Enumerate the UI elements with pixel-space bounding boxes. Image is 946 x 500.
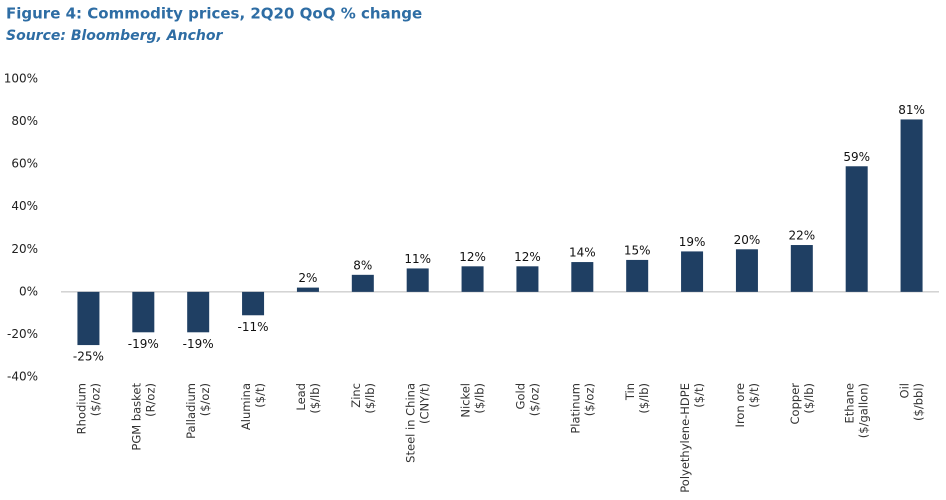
y-tick-label: 20%	[11, 242, 38, 256]
y-tick-label: 40%	[11, 199, 38, 213]
value-label: -25%	[73, 350, 104, 364]
x-tick-label: Lead($/lb)	[293, 383, 321, 414]
x-tick-label: Nickel($/lb)	[458, 383, 486, 418]
x-tick-label: Steel in China(CNY/t)	[403, 383, 431, 463]
value-label: 8%	[353, 258, 372, 272]
value-label: -11%	[238, 320, 269, 334]
x-tick-label: Alumina($/t)	[239, 383, 267, 430]
bar	[461, 266, 484, 292]
y-tick-label: -20%	[7, 327, 38, 341]
bar	[406, 268, 429, 292]
value-label: 81%	[898, 103, 925, 117]
x-tick-label: Ethane($/gallon)	[842, 383, 870, 438]
value-label: 19%	[679, 235, 706, 249]
x-tick-label: Rhodium($/oz)	[74, 383, 102, 434]
x-tick-label: Platinum($/oz)	[568, 383, 596, 434]
bar	[187, 291, 210, 333]
bar	[132, 291, 155, 333]
value-label: 15%	[624, 243, 651, 257]
bar	[351, 274, 374, 292]
x-tick-label: Gold($/oz)	[513, 383, 541, 416]
x-tick-label: Palladium($/oz)	[184, 383, 212, 439]
value-label: 12%	[514, 250, 541, 264]
value-label: 12%	[459, 250, 486, 264]
value-label: 20%	[734, 233, 761, 247]
bar	[681, 251, 704, 292]
value-label: -19%	[183, 337, 214, 351]
bar	[77, 291, 100, 346]
value-label: 59%	[843, 150, 870, 164]
chart-title: Figure 4: Commodity prices, 2Q20 QoQ % c…	[6, 5, 422, 23]
bar	[735, 249, 758, 292]
bar	[571, 262, 594, 292]
bar	[790, 245, 813, 292]
value-label: -19%	[128, 337, 159, 351]
value-label: 11%	[404, 252, 431, 266]
bar	[900, 119, 923, 292]
y-tick-label: 60%	[11, 157, 38, 171]
x-tick-label: Tin($/lb)	[623, 383, 651, 414]
bar	[242, 291, 265, 316]
x-tick-label: Oil($/bbl)	[897, 383, 925, 421]
bar	[296, 287, 319, 292]
bar	[626, 259, 649, 292]
bar	[845, 166, 868, 292]
x-tick-label: Zinc($/lb)	[348, 383, 376, 414]
bar	[516, 266, 539, 292]
x-tick-label: PGM basket(R/oz)	[129, 383, 157, 451]
y-tick-label: -40%	[7, 370, 38, 384]
x-tick-label: Polyethylene-HDPE($/t)	[678, 383, 706, 493]
y-tick-label: 100%	[4, 72, 38, 86]
x-tick-label: Iron ore($/t)	[732, 383, 760, 427]
y-tick-label: 80%	[11, 114, 38, 128]
value-label: 2%	[298, 271, 317, 285]
y-tick-label: 0%	[19, 284, 38, 298]
value-label: 22%	[788, 229, 815, 243]
chart-subtitle: Source: Bloomberg, Anchor	[6, 28, 223, 44]
x-tick-label: Copper($/lb)	[787, 383, 815, 425]
value-label: 14%	[569, 246, 596, 260]
